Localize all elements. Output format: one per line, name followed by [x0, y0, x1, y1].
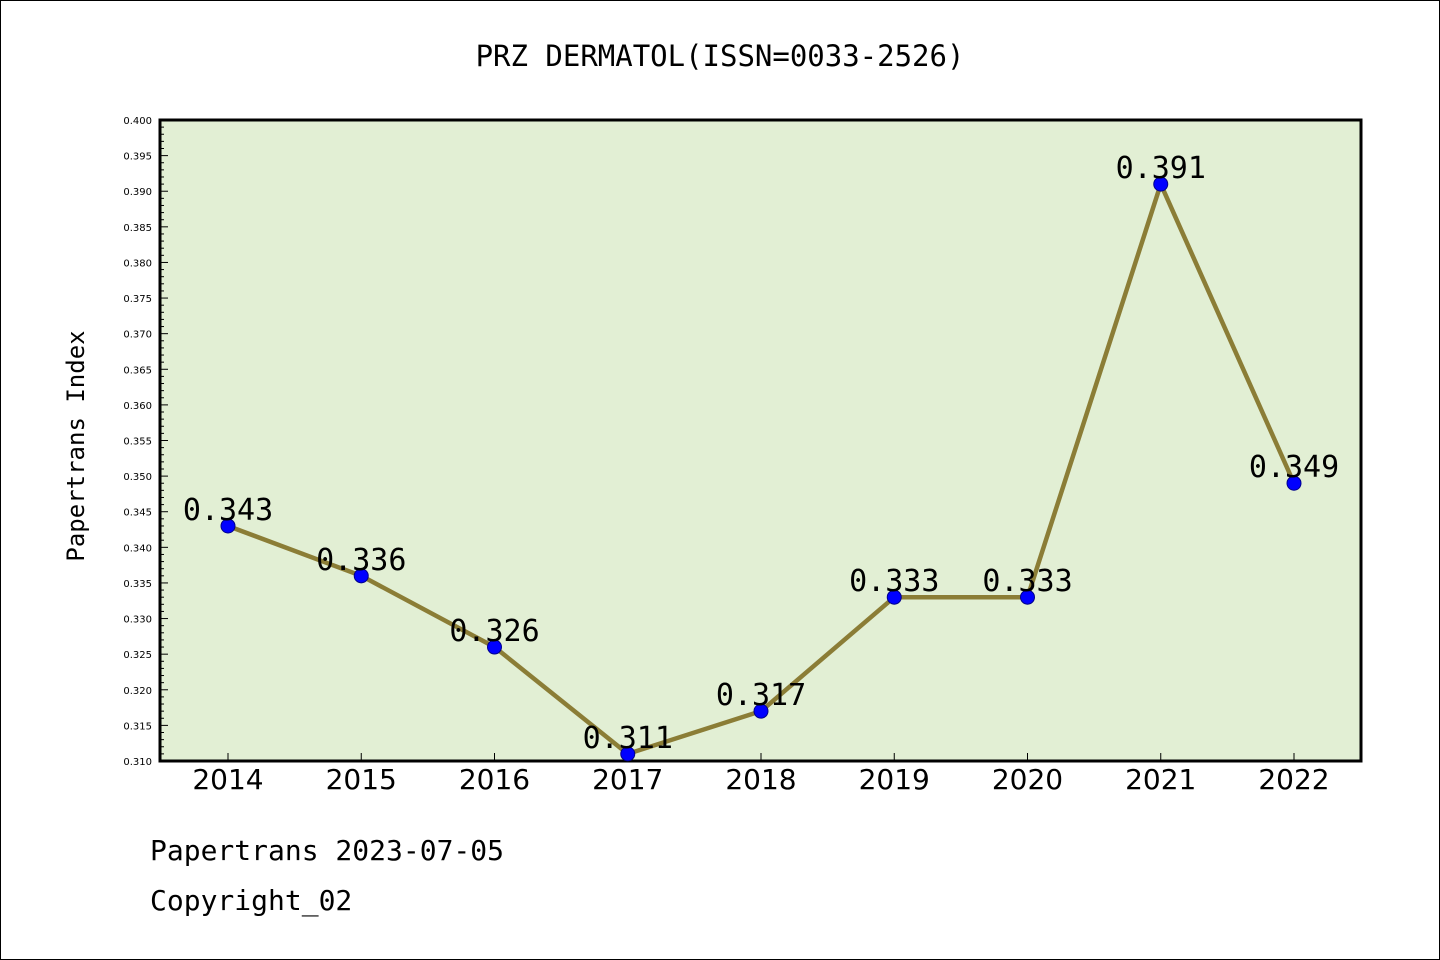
y-tick-label: 0.345	[123, 508, 152, 519]
y-tick-label: 0.355	[123, 437, 152, 448]
data-point	[753, 703, 769, 719]
y-tick-label: 0.335	[123, 579, 152, 590]
footer-copyright: Copyright_02	[150, 884, 353, 917]
y-tick-label: 0.350	[123, 472, 152, 483]
data-labels: 0.343 0.336 0.326 0.311 0.317 0.333 0.333 0.391…	[183, 151, 1339, 756]
y-axis-label: Papertrans Index	[62, 330, 90, 561]
y-tick-label: 0.320	[123, 686, 152, 697]
data-point	[1020, 589, 1035, 605]
data-point	[1286, 475, 1302, 491]
data-label: 0.343	[183, 493, 273, 528]
x-tick-label: 2016	[459, 763, 530, 796]
chart-title: PRZ DERMATOL(ISSN=0033-2526)	[476, 39, 965, 73]
footer-date: Papertrans 2023-07-05	[150, 834, 505, 867]
x-tick-label: 2017	[592, 763, 663, 796]
data-points	[220, 176, 1302, 762]
y-tick-label: 0.400	[123, 116, 152, 127]
data-label: 0.311	[583, 721, 673, 756]
y-tick-label: 0.315	[123, 721, 152, 732]
data-label: 0.349	[1249, 450, 1339, 485]
y-tick-label: 0.360	[123, 401, 152, 412]
data-label: 0.333	[849, 564, 939, 599]
y-tick-label: 0.325	[123, 650, 152, 661]
x-tick-label: 2019	[859, 763, 930, 796]
y-tick-label: 0.370	[123, 330, 152, 341]
data-point	[1153, 176, 1169, 192]
y-tick-label: 0.330	[123, 615, 152, 626]
x-axis: 2014 2015 2016 2017 2018 2019 2020 2021 2022	[192, 753, 1330, 796]
data-point	[620, 746, 636, 762]
data-point	[220, 518, 236, 534]
y-tick-label: 0.395	[123, 152, 152, 163]
x-tick-label: 2021	[1125, 763, 1196, 796]
data-label: 0.333	[982, 564, 1072, 599]
x-tick-label: 2020	[992, 763, 1063, 796]
y-tick-label: 0.310	[123, 757, 152, 768]
x-tick-label: 2022	[1258, 763, 1329, 796]
data-label: 0.317	[716, 678, 806, 713]
y-axis: 0.310 0.315 0.320 0.325 0.330 0.335 0.340 0.345…	[123, 116, 168, 768]
y-tick-label: 0.380	[123, 258, 152, 269]
data-point	[353, 568, 369, 584]
data-point	[886, 589, 902, 605]
plot-area	[158, 118, 1363, 763]
data-label: 0.391	[1116, 151, 1206, 186]
y-tick-label: 0.365	[123, 365, 152, 376]
x-tick-label: 2014	[192, 763, 263, 796]
data-label: 0.336	[316, 543, 406, 578]
y-tick-label: 0.390	[123, 187, 152, 198]
y-tick-label: 0.385	[123, 223, 152, 234]
data-point	[487, 639, 502, 655]
y-tick-label: 0.375	[123, 294, 152, 305]
data-label: 0.326	[449, 614, 539, 649]
x-tick-label: 2015	[326, 763, 397, 796]
x-tick-label: 2018	[725, 763, 796, 796]
y-tick-label: 0.340	[123, 543, 152, 554]
